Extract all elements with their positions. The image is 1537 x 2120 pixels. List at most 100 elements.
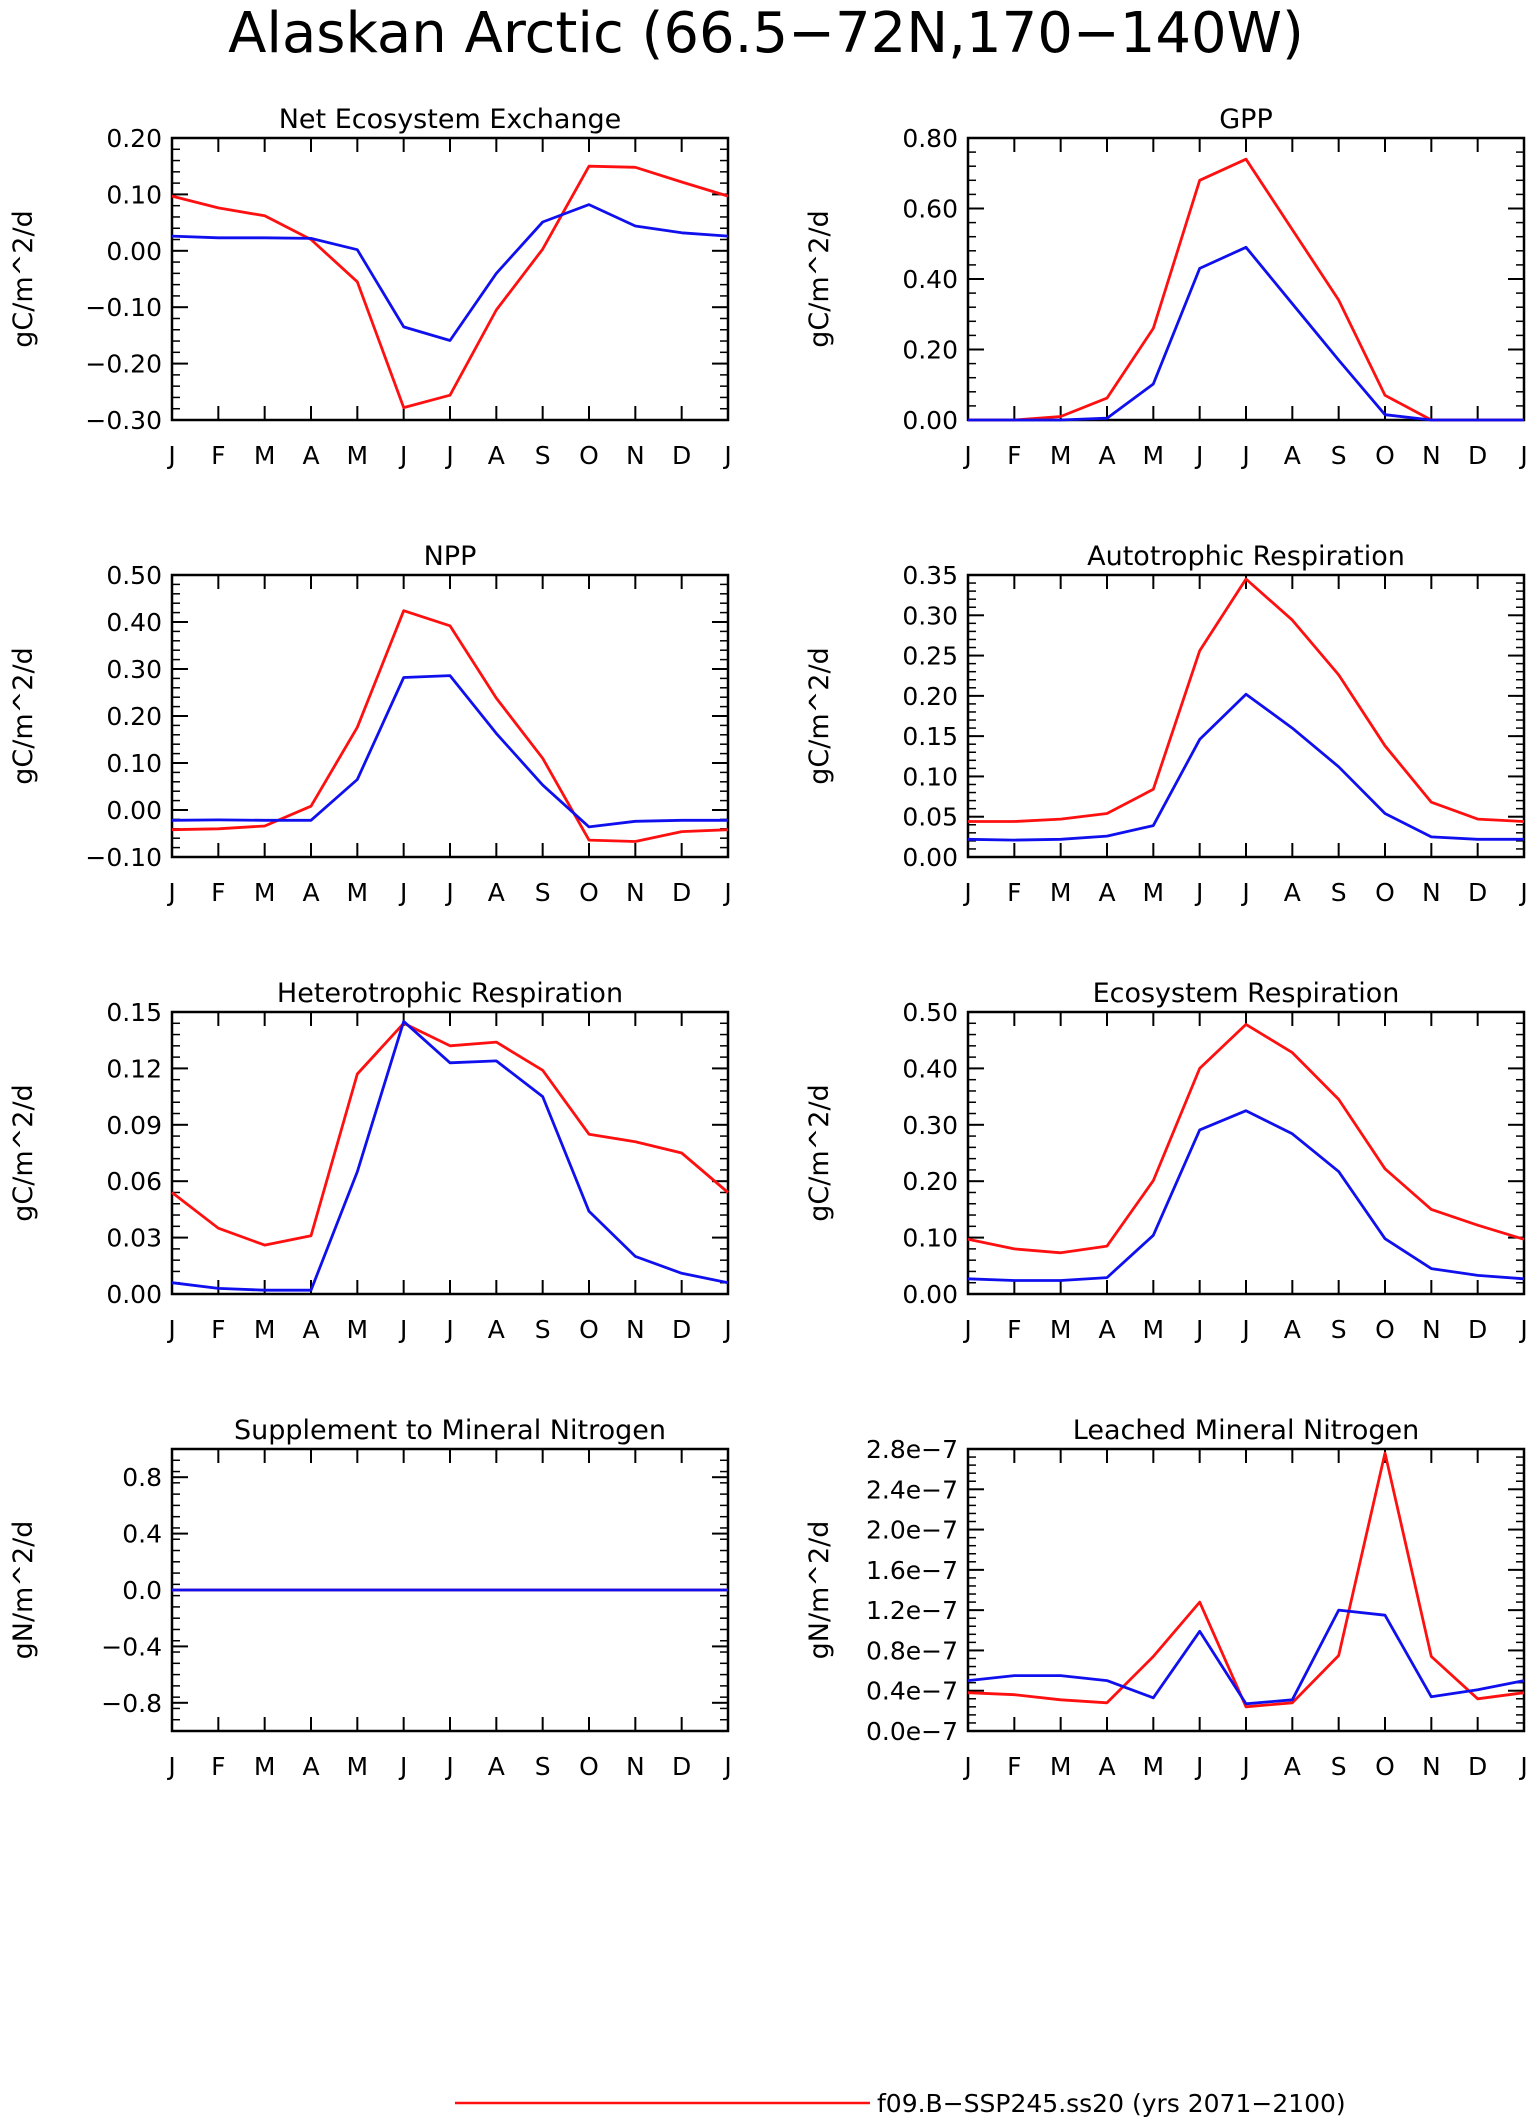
x-tick-label: J (962, 1752, 971, 1781)
x-tick-label: J (166, 1315, 175, 1344)
y-tick-label: 0.10 (106, 180, 162, 209)
x-tick-label: F (211, 1315, 225, 1344)
x-tick-label: M (347, 878, 369, 907)
x-tick-label: A (1098, 1752, 1115, 1781)
x-tick-label: J (1518, 1315, 1527, 1344)
x-tick-label: O (1375, 441, 1395, 470)
x-tick-label: M (1050, 441, 1072, 470)
y-tick-label: −0.30 (85, 406, 162, 435)
y-tick-label: 0.80 (902, 124, 958, 153)
x-tick-label: N (626, 878, 645, 907)
x-tick-label: D (1468, 1315, 1487, 1344)
y-tick-label: 0.0e−7 (866, 1717, 958, 1746)
x-tick-label: J (1240, 878, 1249, 907)
x-tick-label: F (1007, 878, 1021, 907)
y-tick-label: −0.10 (85, 843, 162, 872)
x-tick-label: M (1050, 1752, 1072, 1781)
y-tick-label: 0.4 (122, 1520, 162, 1549)
series-line-red (171, 609, 729, 843)
x-tick-label: J (1240, 1315, 1249, 1344)
series-line-blue (171, 674, 728, 829)
panel-title: GPP (1219, 104, 1273, 135)
x-tick-label: M (1050, 878, 1072, 907)
y-tick-label: −0.8 (101, 1689, 162, 1718)
y-tick-label: 0.05 (902, 803, 958, 832)
x-tick-label: A (1284, 878, 1301, 907)
y-tick-label: 0.25 (902, 642, 958, 671)
plot-frame (170, 573, 730, 859)
series-line-red (967, 1023, 1525, 1255)
x-tick-label: J (962, 1315, 971, 1344)
x-tick-label: M (347, 1752, 369, 1781)
y-axis-label: gN/m^2/d (804, 1521, 835, 1660)
x-tick-label: A (488, 441, 505, 470)
x-tick-label: O (579, 441, 599, 470)
x-tick-label: J (1194, 441, 1203, 470)
x-tick-label: O (579, 1752, 599, 1781)
y-tick-label: 0.8e−7 (866, 1636, 958, 1665)
y-tick-label: 2.8e−7 (866, 1435, 958, 1464)
series-line-blue (967, 1109, 1525, 1282)
plot-frame (170, 136, 730, 422)
y-tick-label: 0.10 (902, 762, 958, 791)
x-tick-label: J (962, 878, 971, 907)
x-tick-label: A (488, 1752, 505, 1781)
y-tick-label: 0.40 (902, 1054, 958, 1083)
y-tick-label: 0.30 (106, 655, 162, 684)
series-line-red (171, 1021, 729, 1247)
y-tick-label: 0.15 (106, 998, 162, 1027)
y-tick-label: 0.0 (122, 1576, 162, 1605)
x-tick-label: S (1331, 441, 1347, 470)
x-tick-label: J (166, 1752, 175, 1781)
x-tick-label: S (1331, 1315, 1347, 1344)
x-tick-label: J (444, 441, 453, 470)
x-tick-label: D (1468, 441, 1487, 470)
x-tick-label: J (398, 441, 407, 470)
x-tick-label: S (1331, 878, 1347, 907)
x-tick-label: M (1143, 1315, 1165, 1344)
plot-frame (966, 573, 1526, 859)
x-tick-label: A (1284, 1315, 1301, 1344)
x-tick-label: J (722, 441, 731, 470)
y-tick-label: 1.6e−7 (866, 1556, 958, 1585)
x-tick-label: J (1194, 1752, 1203, 1781)
y-tick-label: 0.15 (902, 722, 958, 751)
y-tick-label: 0.35 (902, 561, 958, 590)
x-tick-label: D (672, 441, 691, 470)
legend-label: f09.B−SSP245.ss20 (yrs 2071−2100) (877, 2089, 1346, 2118)
x-tick-label: S (535, 878, 551, 907)
x-tick-label: M (1143, 1752, 1165, 1781)
x-tick-label: M (347, 1315, 369, 1344)
series-line-blue (967, 692, 1524, 842)
x-tick-label: N (626, 1752, 645, 1781)
y-tick-label: 1.2e−7 (866, 1596, 958, 1625)
y-axis-label: gC/m^2/d (804, 1084, 835, 1221)
x-tick-label: A (1098, 441, 1115, 470)
x-tick-label: O (579, 878, 599, 907)
plot-frame (966, 136, 1526, 422)
y-tick-label: 2.4e−7 (866, 1475, 958, 1504)
series-line-red (968, 577, 1525, 823)
x-tick-label: A (302, 1752, 319, 1781)
panel-title: Net Ecosystem Exchange (279, 104, 622, 135)
y-tick-label: 0.20 (902, 682, 958, 711)
y-tick-label: 2.0e−7 (866, 1516, 958, 1545)
x-tick-label: S (535, 441, 551, 470)
y-tick-label: 0.00 (902, 1280, 958, 1309)
y-tick-label: 0.06 (106, 1167, 162, 1196)
y-tick-label: 0.20 (106, 124, 162, 153)
x-tick-label: M (1143, 441, 1165, 470)
y-axis-label: gN/m^2/d (8, 1521, 39, 1660)
y-tick-label: 0.8 (122, 1463, 162, 1492)
x-tick-label: A (302, 441, 319, 470)
x-tick-label: M (254, 1752, 276, 1781)
y-axis-label: gC/m^2/d (8, 210, 39, 347)
x-tick-label: J (444, 878, 453, 907)
panel-supplement-to-mineral-nitrogen: Supplement to Mineral Nitrogen gN/m^2/d J F… (8, 1415, 732, 1781)
